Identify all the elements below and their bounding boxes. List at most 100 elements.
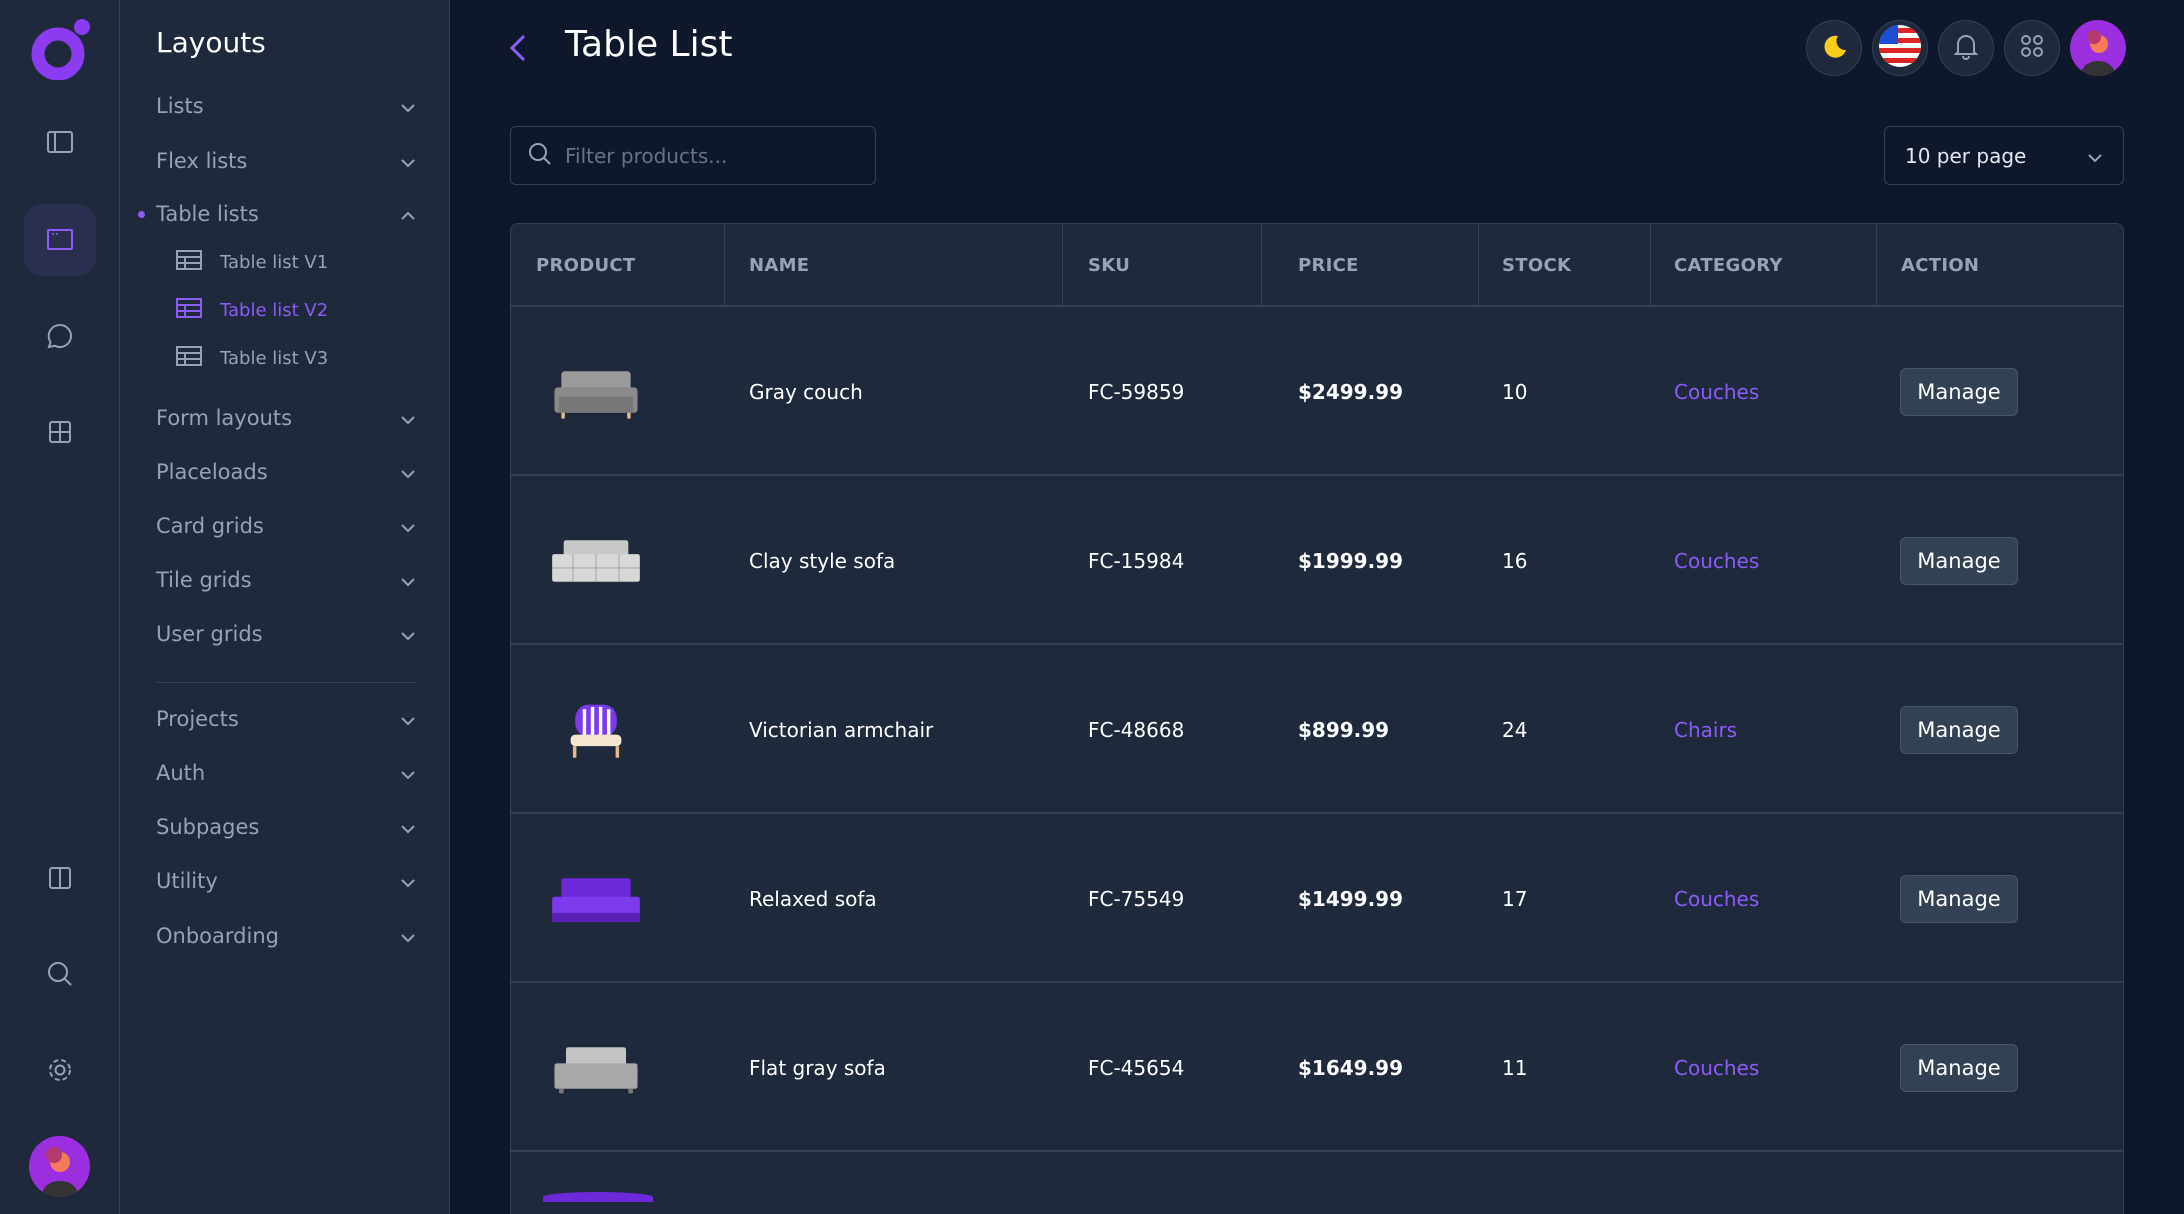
table-icon: [176, 297, 202, 323]
menu-item-placeloads[interactable]: Placeloads: [156, 452, 416, 492]
menu-item-utility[interactable]: Utility: [156, 861, 416, 901]
product-price: $2499.99: [1298, 379, 1404, 404]
grid-icon[interactable]: [30, 402, 90, 462]
table-icon: [176, 249, 202, 275]
product-category[interactable]: Couches: [1674, 548, 1760, 573]
menu-label: Projects: [156, 707, 239, 731]
notifications-button[interactable]: [1938, 20, 1994, 76]
logo[interactable]: [30, 18, 90, 84]
manage-button[interactable]: Manage: [1900, 1043, 2018, 1092]
product-price: $1999.99: [1298, 548, 1404, 573]
manage-button[interactable]: Manage: [1900, 705, 2018, 754]
column-header-price[interactable]: PRICE: [1298, 255, 1359, 276]
sidebar-layout-icon[interactable]: [30, 113, 90, 173]
menu-item-table-lists[interactable]: Table lists: [138, 194, 416, 234]
product-category[interactable]: Chairs: [1674, 717, 1738, 742]
product-sku: FC-59859: [1088, 379, 1185, 404]
search-icon[interactable]: [30, 944, 90, 1004]
chevron-down-icon: [400, 622, 416, 646]
menu-label: Form layouts: [156, 406, 293, 430]
apps-grid-icon: [2020, 34, 2044, 62]
menu-label: Table lists: [156, 202, 259, 226]
product-category[interactable]: Couches: [1674, 886, 1760, 911]
columns-icon[interactable]: [30, 848, 90, 908]
chevron-down-icon: [400, 149, 416, 173]
menu-label: Onboarding: [156, 924, 279, 948]
column-header-name[interactable]: NAME: [749, 255, 810, 276]
chevron-down-icon: [400, 406, 416, 430]
menu-label: Card grids: [156, 514, 264, 538]
column-divider: [1478, 224, 1479, 307]
menu-item-auth[interactable]: Auth: [156, 753, 416, 793]
sidebar-divider: [156, 682, 416, 683]
filter-products-field[interactable]: [510, 126, 876, 185]
manage-button[interactable]: Manage: [1900, 536, 2018, 585]
chat-icon[interactable]: [30, 306, 90, 366]
column-divider: [1650, 224, 1651, 307]
column-header-product[interactable]: PRODUCT: [536, 255, 636, 276]
apps-button[interactable]: [2004, 20, 2060, 76]
page-title: Table List: [565, 24, 733, 65]
menu-item-form-layouts[interactable]: Form layouts: [156, 398, 416, 438]
menu-item-projects[interactable]: Projects: [156, 699, 416, 739]
menu-item-subpages[interactable]: Subpages: [156, 807, 416, 847]
icon-rail: [0, 0, 120, 1214]
menu-label: User grids: [156, 622, 263, 646]
menu-item-user-grids[interactable]: User grids: [156, 614, 416, 654]
product-price: $1649.99: [1298, 1055, 1404, 1080]
submenu-table-list-v1[interactable]: Table list V1: [176, 244, 328, 280]
table-row: Victorian armchair FC-48668 $899.99 24 Chair…: [511, 645, 2123, 814]
chevron-up-icon: [400, 202, 416, 226]
column-header-action[interactable]: ACTION: [1901, 255, 1980, 276]
submenu-label: Table list V3: [220, 347, 329, 369]
menu-label: Utility: [156, 869, 218, 893]
menu-item-flex-lists[interactable]: Flex lists: [156, 141, 416, 181]
product-category[interactable]: Couches: [1674, 1055, 1760, 1080]
menu-item-onboarding[interactable]: Onboarding: [156, 916, 416, 956]
action-cell: Manage: [1900, 814, 2018, 983]
moon-icon: [1820, 32, 1848, 64]
back-button[interactable]: [506, 30, 530, 70]
product-stock: 16: [1502, 548, 1528, 573]
submenu-table-list-v3[interactable]: Table list V3: [176, 340, 328, 376]
action-cell: Manage: [1900, 307, 2018, 476]
product-sku: FC-45654: [1088, 1055, 1185, 1080]
column-header-stock[interactable]: STOCK: [1502, 255, 1572, 276]
product-name: Victorian armchair: [749, 717, 934, 742]
product-image: [536, 983, 656, 1152]
dark-mode-toggle[interactable]: [1806, 20, 1862, 76]
language-button[interactable]: [1872, 20, 1928, 76]
column-divider: [1876, 224, 1877, 307]
product-name: Gray couch: [749, 379, 863, 404]
menu-label: Tile grids: [156, 568, 252, 592]
menu-item-card-grids[interactable]: Card grids: [156, 506, 416, 546]
action-cell: Manage: [1900, 476, 2018, 645]
user-avatar[interactable]: [29, 1136, 90, 1197]
per-page-select[interactable]: 10 per page: [1884, 126, 2124, 185]
chevron-down-icon: [400, 707, 416, 731]
product-category[interactable]: Couches: [1674, 379, 1760, 404]
chevron-down-icon: [400, 568, 416, 592]
products-table: PRODUCT NAME SKU PRICE STOCK CATEGORY ACTION G…: [510, 223, 2124, 1214]
product-stock: 24: [1502, 717, 1528, 742]
manage-button[interactable]: Manage: [1900, 874, 2018, 923]
menu-item-lists[interactable]: Lists: [156, 86, 416, 126]
chevron-down-icon: [400, 815, 416, 839]
column-header-category[interactable]: CATEGORY: [1674, 255, 1783, 276]
manage-button[interactable]: Manage: [1900, 367, 2018, 416]
product-name: Flat gray sofa: [749, 1055, 886, 1080]
product-sku: FC-48668: [1088, 717, 1185, 742]
profile-avatar[interactable]: [2070, 20, 2126, 76]
product-image: [536, 476, 656, 645]
filter-products-input[interactable]: [565, 143, 865, 168]
gear-icon[interactable]: [30, 1040, 90, 1100]
per-page-value: 10 per page: [1905, 143, 2027, 168]
product-name: Clay style sofa: [749, 548, 896, 573]
submenu-table-list-v2[interactable]: Table list V2: [176, 292, 328, 328]
product-stock: 10: [1502, 379, 1528, 404]
column-header-sku[interactable]: SKU: [1088, 255, 1131, 276]
search-icon: [527, 141, 553, 171]
menu-item-tile-grids[interactable]: Tile grids: [156, 560, 416, 600]
column-divider: [1261, 224, 1262, 307]
layouts-icon[interactable]: [24, 204, 96, 276]
